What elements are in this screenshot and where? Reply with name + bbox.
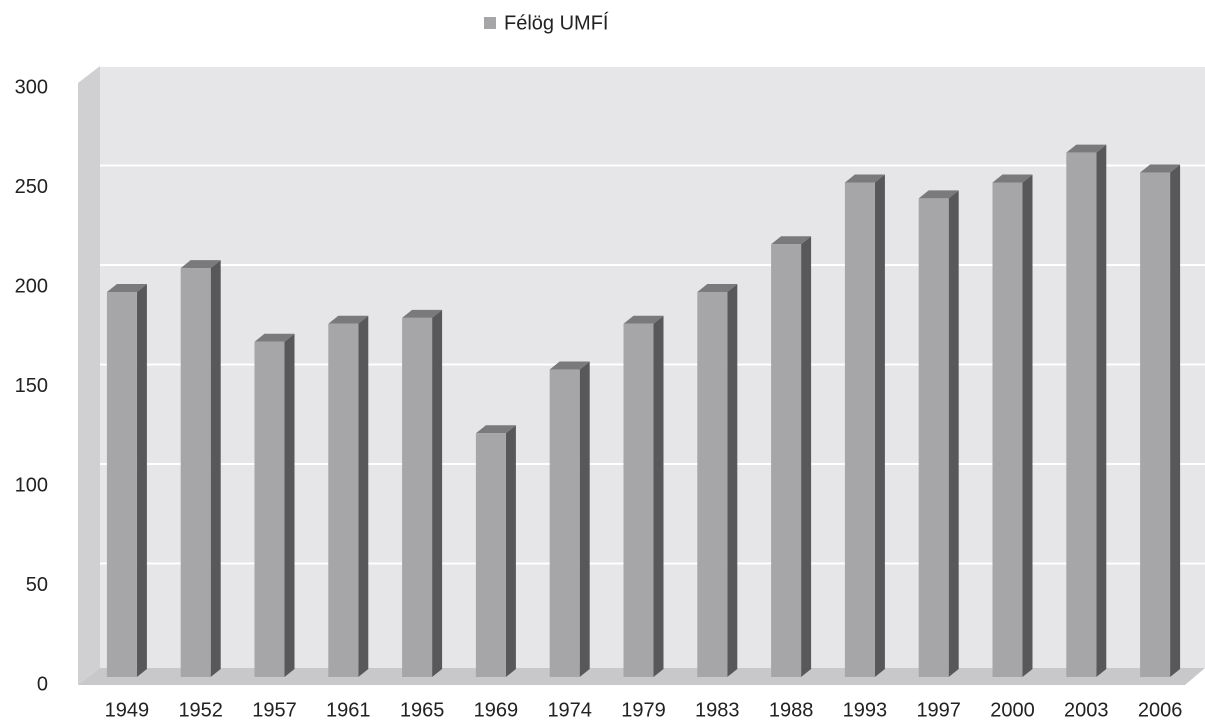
bar-top [475,425,516,434]
bar-top [180,260,221,269]
bar [623,315,664,677]
x-tick-label: 1969 [474,699,519,721]
x-tick-label: 2000 [990,699,1035,721]
bar-front [992,182,1023,677]
bar-top [549,361,590,370]
x-tick-label: 1993 [843,699,888,721]
bar-front [771,244,802,677]
bar-side [948,190,959,678]
x-tick-label: 1974 [547,699,592,721]
bar-side [801,236,812,677]
bar-front [844,182,875,677]
bar-top [402,309,443,318]
x-tick-label: 2003 [1064,699,1109,721]
bar [1140,164,1181,678]
bar-top [992,174,1033,183]
x-tick-label: 2006 [1138,699,1183,721]
x-tick-label: 1988 [769,699,814,721]
bar [254,333,295,677]
x-tick-label: 1965 [400,699,445,721]
bar-top [328,315,369,324]
bar-side [358,315,369,677]
bar-front [918,198,949,678]
bar-top [106,283,147,292]
bar [402,309,443,677]
bar [549,361,590,677]
bar-top [623,315,664,324]
bar-top [771,236,812,245]
bar-side [210,260,221,677]
y-tick-label: 300 [15,76,48,98]
bar-front [475,433,506,677]
bar-front [623,323,654,677]
bar-front [1140,172,1171,678]
bar [771,236,812,677]
bar-front [1066,152,1097,677]
legend-label: Félög UMFÍ [504,11,609,34]
x-tick-label: 1997 [916,699,961,721]
bar [1066,144,1107,677]
bar-side [505,425,516,677]
bar-side [432,309,443,677]
x-tick-label: 1979 [621,699,666,721]
bar-side [874,174,885,677]
bar [475,425,516,677]
bar-side [727,283,738,677]
x-tick-label: 1952 [178,699,223,721]
x-tick-label: 1983 [695,699,740,721]
bar-side [579,361,590,677]
bar [992,174,1033,677]
bar-top [844,174,885,183]
bar-top [697,283,738,292]
bar-side [136,283,147,677]
bar-front [402,317,433,677]
bar [697,283,738,677]
bar-side [284,333,295,677]
bar-front [180,268,211,677]
x-tick-label: 1957 [252,699,297,721]
bar-front [106,291,137,677]
bar-side [1022,174,1033,677]
y-tick-label: 100 [15,474,48,496]
y-tick-label: 250 [15,176,48,198]
bar-side [1170,164,1181,678]
bar [106,283,147,677]
y-tick-label: 50 [26,574,48,596]
bar [180,260,221,677]
bar-front [254,341,285,677]
y-tick-label: 150 [15,375,48,397]
bar-side [653,315,664,677]
x-tick-label: 1949 [105,699,150,721]
bar [844,174,885,677]
x-tick-label: 1961 [326,699,371,721]
bar-front [697,291,728,677]
bar-front [328,323,359,677]
bar [328,315,369,677]
bar-top [254,333,295,342]
y-tick-label: 0 [37,673,48,695]
bar-side [1096,144,1107,677]
bar-front [549,369,580,677]
bar-top [918,190,959,199]
bar-top [1140,164,1181,173]
bar [918,190,959,678]
side-wall [78,66,100,685]
bar-top [1066,144,1107,153]
legend-swatch [484,17,496,29]
y-tick-label: 200 [15,275,48,297]
